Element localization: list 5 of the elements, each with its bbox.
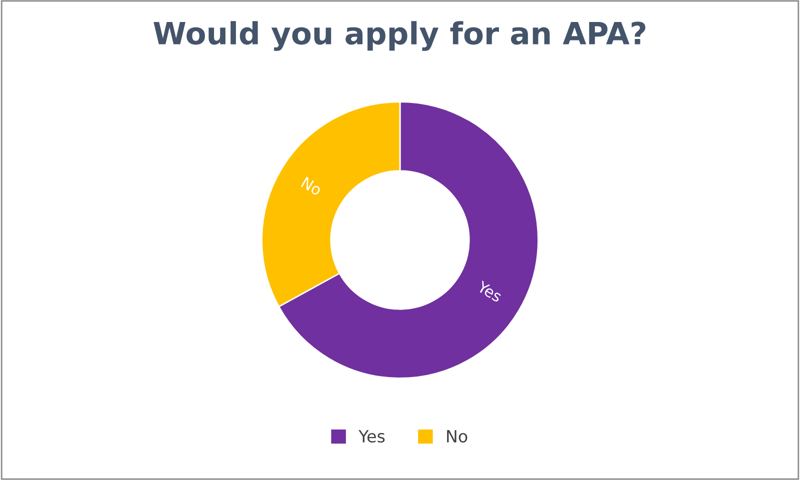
chart-title: Would you apply for an APA? (154, 21, 646, 51)
slice-label: Yes (476, 280, 503, 302)
slice-label: No (300, 176, 323, 196)
legend-label: Yes (358, 430, 385, 443)
legend-label: No (447, 430, 468, 443)
